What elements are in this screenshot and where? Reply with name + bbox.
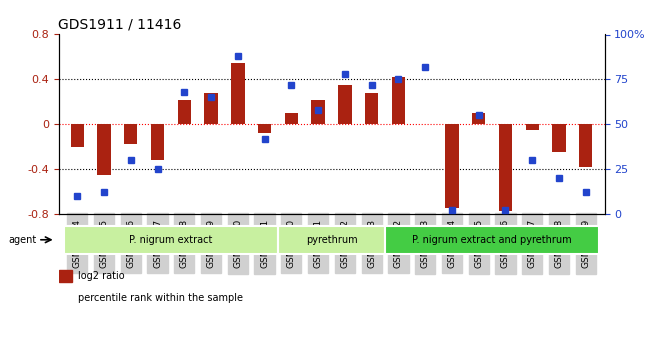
Bar (392, 77, 405, 124)
Bar (526, 124, 539, 130)
Text: GDS1911 / 11416: GDS1911 / 11416 (58, 18, 182, 32)
Bar (177, 99, 191, 124)
Bar (58, 293, 72, 304)
Bar (71, 124, 84, 147)
Bar (98, 124, 111, 175)
Bar (499, 124, 512, 210)
Bar (579, 124, 592, 167)
Bar (204, 93, 218, 124)
Bar (472, 113, 486, 124)
FancyBboxPatch shape (64, 226, 278, 254)
Bar (285, 113, 298, 124)
Bar (365, 93, 378, 124)
Bar (552, 124, 566, 152)
Text: agent: agent (9, 235, 37, 245)
Bar (231, 62, 244, 124)
Bar (445, 124, 459, 208)
Text: pyrethrum: pyrethrum (306, 235, 358, 245)
Bar (311, 99, 325, 124)
FancyBboxPatch shape (385, 226, 599, 254)
Text: P. nigrum extract and pyrethrum: P. nigrum extract and pyrethrum (412, 235, 572, 245)
Text: P. nigrum extract: P. nigrum extract (129, 235, 213, 245)
Bar (258, 124, 271, 133)
Bar (338, 85, 352, 124)
Text: percentile rank within the sample: percentile rank within the sample (77, 293, 242, 303)
Bar (151, 124, 164, 160)
Bar (58, 270, 72, 282)
Text: log2 ratio: log2 ratio (77, 271, 124, 281)
Bar (124, 124, 137, 144)
FancyBboxPatch shape (278, 226, 385, 254)
